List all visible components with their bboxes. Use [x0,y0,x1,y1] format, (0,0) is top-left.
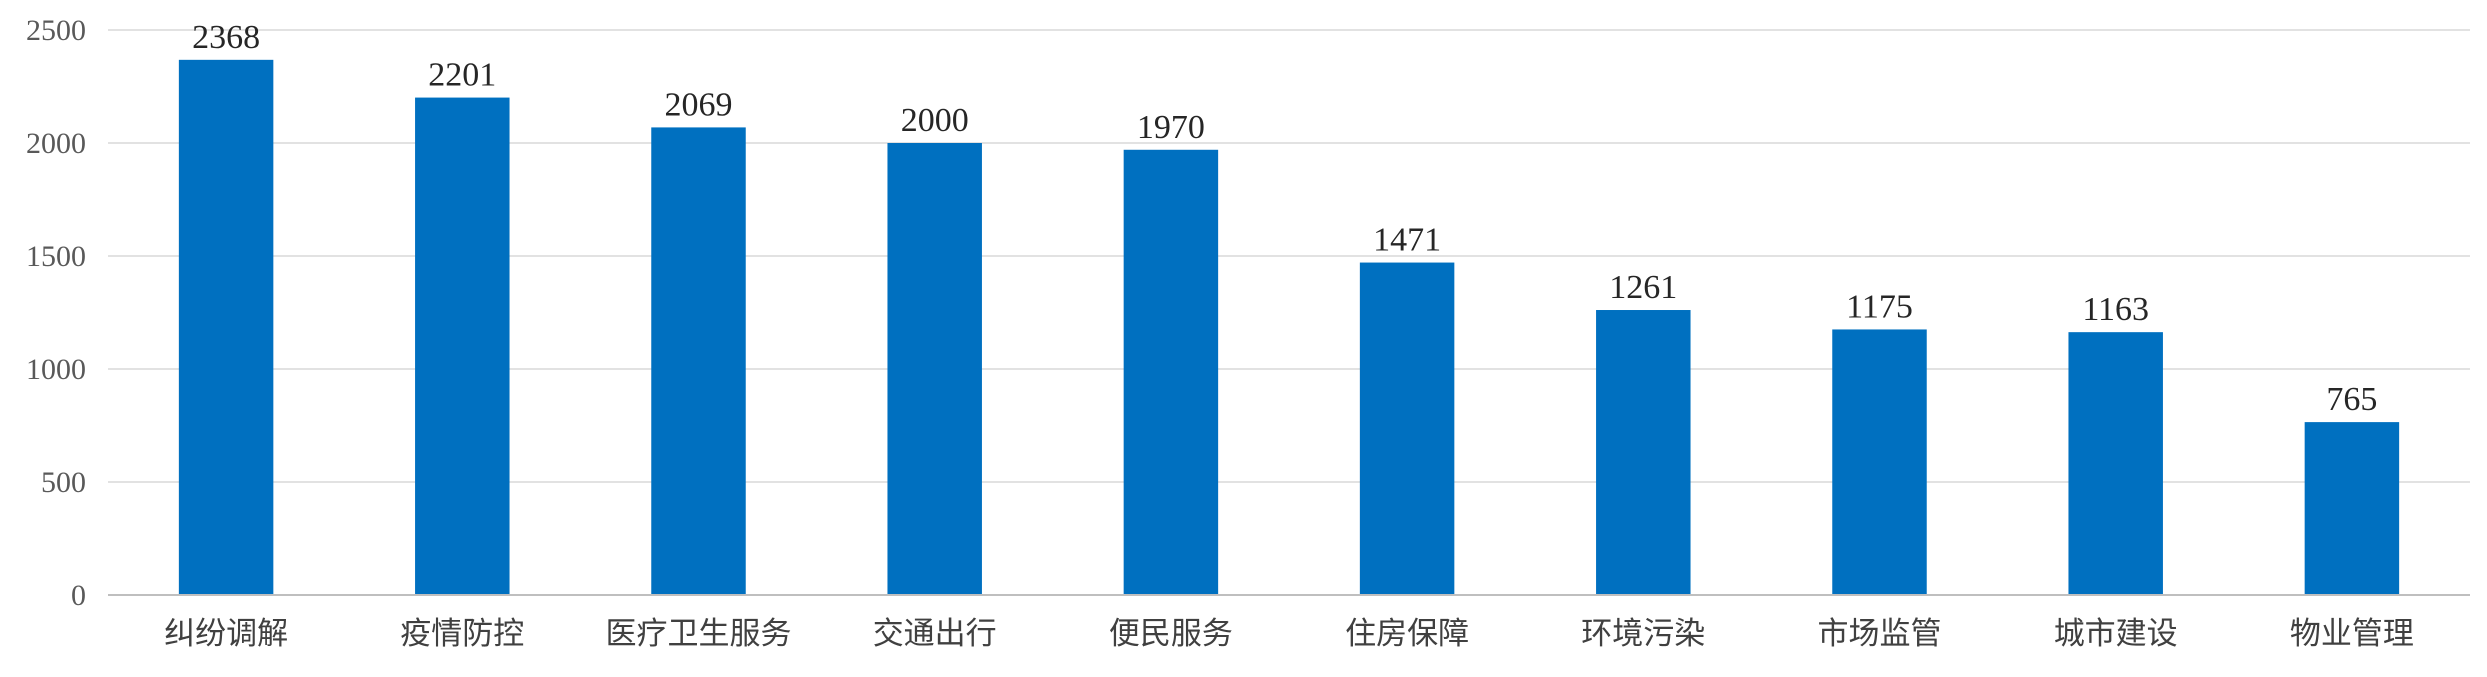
y-axis-ticks: 0 500 1000 1500 2000 2500 [26,14,86,612]
category-label: 城市建设 [2054,616,2178,652]
data-label: 2000 [901,102,969,139]
bar [1596,310,1691,595]
category-label: 市场监管 [1818,616,1942,652]
data-label: 1261 [1609,269,1677,306]
data-label: 1970 [1137,109,1205,146]
category-label: 医疗卫生服务 [606,616,792,652]
y-tick-label: 1500 [26,240,86,273]
data-label: 2069 [665,86,733,123]
y-tick-label: 1000 [26,353,86,386]
bar [1359,262,1455,595]
category-label: 纠纷调解 [164,616,288,652]
category-label: 住房保障 [1345,616,1469,652]
y-tick-label: 0 [71,579,86,612]
bar [1123,149,1219,595]
bar [178,59,274,595]
bar [651,127,746,595]
bar [1832,329,1927,595]
bar [415,97,510,595]
category-label: 交通出行 [873,616,997,652]
data-label: 2201 [428,57,496,94]
data-label: 765 [2326,381,2377,418]
category-label: 疫情防控 [400,616,524,652]
data-labels: 2368 2201 2069 2000 1970 1471 1261 1175 1163 765 [192,19,2377,418]
bar [2304,422,2400,595]
bars [178,59,2400,595]
data-label: 2368 [192,19,260,56]
y-tick-label: 2500 [26,14,86,47]
category-label: 物业管理 [2290,616,2414,652]
category-label: 便民服务 [1109,616,1233,652]
y-tick-label: 500 [41,466,86,499]
category-labels: 纠纷调解 疫情防控 医疗卫生服务 交通出行 便民服务 住房保障 环境污染 市场监管 城市建设 物业… [164,616,2414,652]
data-label: 1471 [1373,222,1441,259]
data-label: 1163 [2082,291,2149,328]
data-label: 1175 [1846,288,1913,325]
bar [2068,332,2163,595]
bar [887,143,982,595]
category-label: 环境污染 [1581,616,1705,652]
y-tick-label: 2000 [26,127,86,160]
